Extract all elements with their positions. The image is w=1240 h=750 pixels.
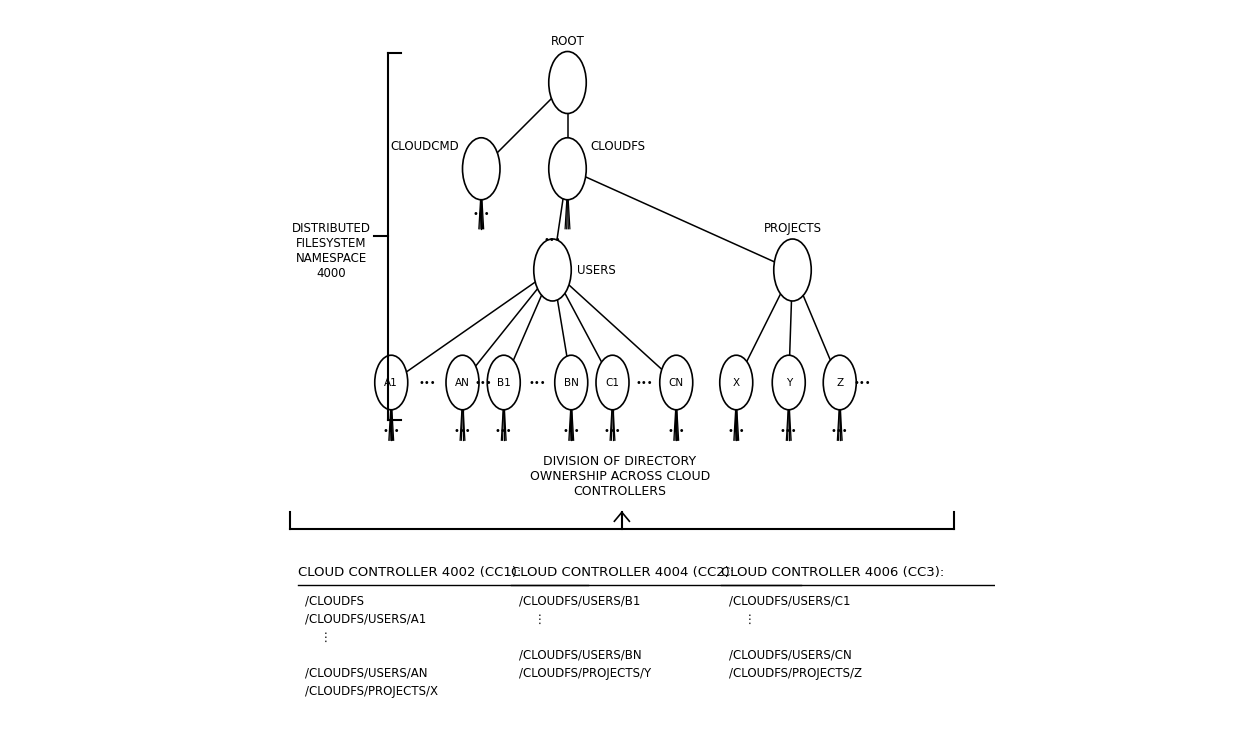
Ellipse shape [463, 138, 500, 200]
Text: •••: ••• [563, 426, 580, 436]
Ellipse shape [549, 138, 587, 200]
Text: •••: ••• [667, 426, 684, 436]
Ellipse shape [823, 356, 857, 410]
Text: •••: ••• [604, 426, 621, 436]
Text: •••: ••• [853, 377, 870, 388]
Text: C1: C1 [605, 377, 620, 388]
Text: /CLOUDFS/USERS/C1
    ⋮

/CLOUDFS/USERS/CN
/CLOUDFS/PROJECTS/Z: /CLOUDFS/USERS/C1 ⋮ /CLOUDFS/USERS/CN /C… [729, 595, 862, 680]
Text: /CLOUDFS/USERS/B1
    ⋮

/CLOUDFS/USERS/BN
/CLOUDFS/PROJECTS/Y: /CLOUDFS/USERS/B1 ⋮ /CLOUDFS/USERS/BN /C… [518, 595, 651, 680]
Ellipse shape [374, 356, 408, 410]
Text: X: X [733, 377, 740, 388]
Text: DIVISION OF DIRECTORY
OWNERSHIP ACROSS CLOUD
CONTROLLERS: DIVISION OF DIRECTORY OWNERSHIP ACROSS C… [529, 454, 711, 498]
Text: A1: A1 [384, 377, 398, 388]
Text: •••: ••• [472, 209, 490, 219]
Text: •••: ••• [728, 426, 745, 436]
Text: •••: ••• [454, 426, 471, 436]
Ellipse shape [774, 239, 811, 301]
Ellipse shape [446, 356, 479, 410]
Ellipse shape [487, 356, 521, 410]
Text: CLOUD CONTROLLER 4004 (CC2):: CLOUD CONTROLLER 4004 (CC2): [511, 566, 734, 579]
Text: •••: ••• [831, 426, 848, 436]
Ellipse shape [596, 356, 629, 410]
Text: DISTRIBUTED
FILESYSTEM
NAMESPACE
4000: DISTRIBUTED FILESYSTEM NAMESPACE 4000 [291, 222, 371, 280]
Ellipse shape [549, 52, 587, 113]
Text: ROOT: ROOT [551, 34, 584, 48]
Text: •••: ••• [636, 377, 653, 388]
Text: Y: Y [786, 377, 792, 388]
Text: CLOUD CONTROLLER 4006 (CC3):: CLOUD CONTROLLER 4006 (CC3): [722, 566, 945, 579]
Text: USERS: USERS [578, 263, 616, 277]
Text: B1: B1 [497, 377, 511, 388]
Ellipse shape [660, 356, 693, 410]
Text: AN: AN [455, 377, 470, 388]
Text: PROJECTS: PROJECTS [764, 222, 822, 236]
Text: •••: ••• [382, 426, 401, 436]
Text: •••: ••• [418, 377, 436, 388]
Ellipse shape [554, 356, 588, 410]
Text: •••: ••• [475, 377, 492, 388]
Text: CLOUD CONTROLLER 4002 (CC1):: CLOUD CONTROLLER 4002 (CC1): [298, 566, 521, 579]
Text: BN: BN [564, 377, 579, 388]
Ellipse shape [533, 239, 572, 301]
Text: /CLOUDFS
/CLOUDFS/USERS/A1
    ⋮

/CLOUDFS/USERS/AN
/CLOUDFS/PROJECTS/X: /CLOUDFS /CLOUDFS/USERS/A1 ⋮ /CLOUDFS/US… [305, 595, 438, 698]
Text: •••: ••• [780, 426, 797, 436]
Text: CN: CN [668, 377, 683, 388]
Ellipse shape [773, 356, 805, 410]
Text: CLOUDCMD: CLOUDCMD [391, 140, 459, 153]
Text: Z: Z [836, 377, 843, 388]
Text: CLOUDFS: CLOUDFS [590, 140, 645, 153]
Text: •••: ••• [543, 235, 562, 245]
Ellipse shape [719, 356, 753, 410]
Text: •••: ••• [495, 426, 512, 436]
Text: •••: ••• [528, 377, 547, 388]
